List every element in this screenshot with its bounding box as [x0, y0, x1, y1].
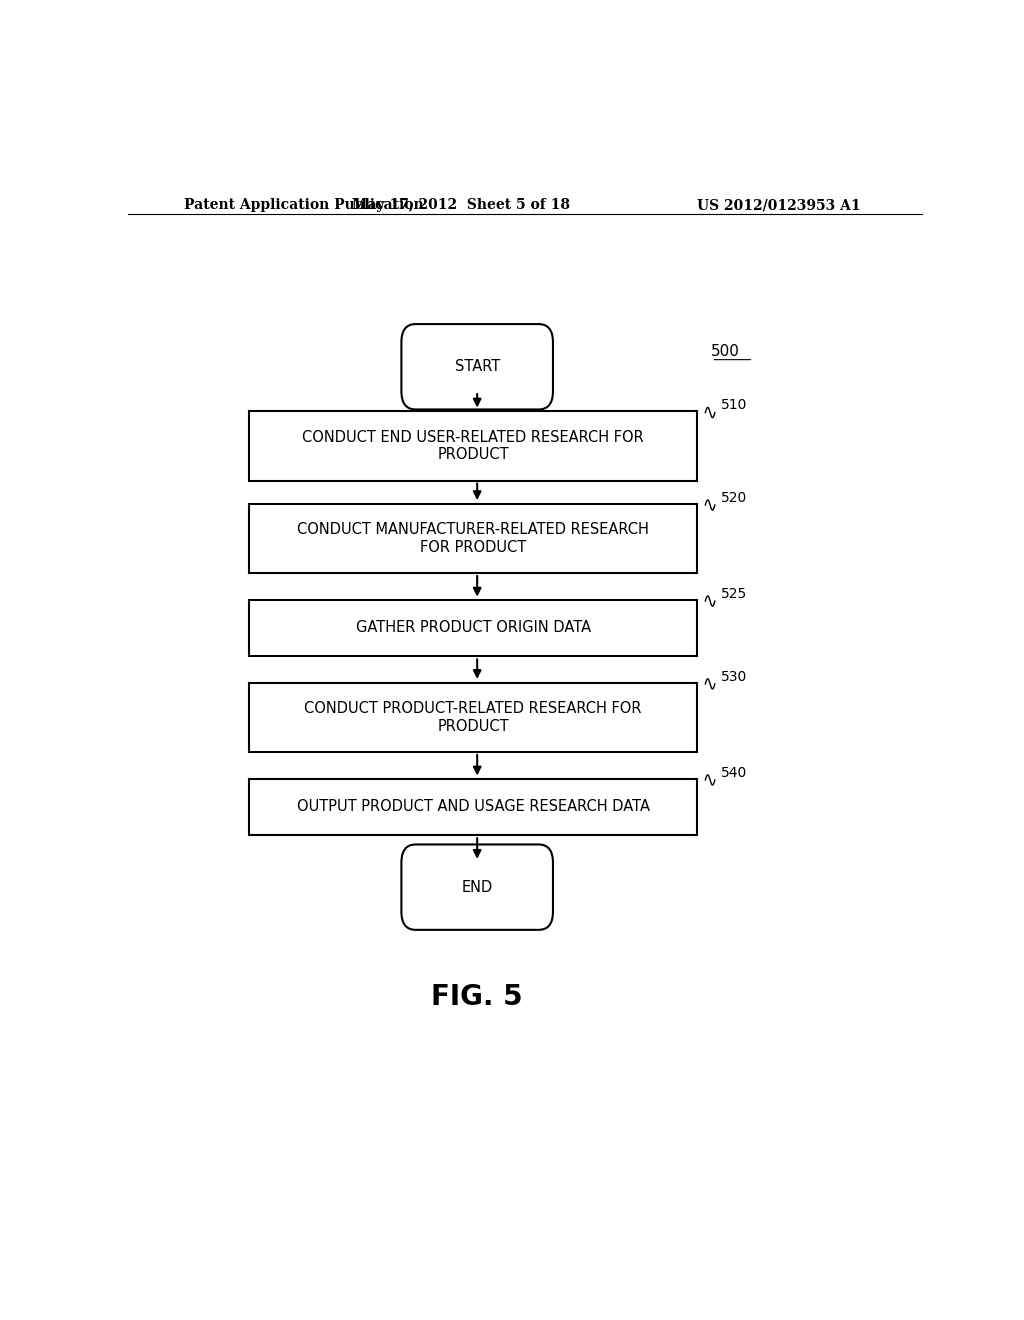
FancyBboxPatch shape [401, 325, 553, 409]
Text: 510: 510 [721, 399, 748, 412]
Text: 540: 540 [721, 766, 748, 780]
Bar [249, 412, 697, 480]
Text: May 17, 2012  Sheet 5 of 18: May 17, 2012 Sheet 5 of 18 [352, 198, 570, 213]
Text: START: START [455, 359, 500, 375]
Text: Patent Application Publication: Patent Application Publication [183, 198, 423, 213]
Text: US 2012/0123953 A1: US 2012/0123953 A1 [697, 198, 860, 213]
Text: 530: 530 [721, 669, 748, 684]
Text: CONDUCT END USER-RELATED RESEARCH FOR
PRODUCT: CONDUCT END USER-RELATED RESEARCH FOR PR… [302, 430, 644, 462]
Text: CONDUCT MANUFACTURER-RELATED RESEARCH
FOR PRODUCT: CONDUCT MANUFACTURER-RELATED RESEARCH FO… [297, 523, 649, 554]
Text: 525: 525 [721, 587, 748, 601]
Bar [249, 779, 697, 834]
Bar [249, 682, 697, 752]
Text: GATHER PRODUCT ORIGIN DATA: GATHER PRODUCT ORIGIN DATA [355, 620, 591, 635]
Text: END: END [462, 879, 493, 895]
Bar [249, 504, 697, 573]
Text: 500: 500 [712, 345, 740, 359]
Text: FIG. 5: FIG. 5 [431, 983, 523, 1011]
Bar [249, 601, 697, 656]
Text: CONDUCT PRODUCT-RELATED RESEARCH FOR
PRODUCT: CONDUCT PRODUCT-RELATED RESEARCH FOR PRO… [304, 701, 642, 734]
Text: OUTPUT PRODUCT AND USAGE RESEARCH DATA: OUTPUT PRODUCT AND USAGE RESEARCH DATA [297, 800, 649, 814]
FancyBboxPatch shape [401, 845, 553, 929]
Text: 520: 520 [721, 491, 748, 504]
